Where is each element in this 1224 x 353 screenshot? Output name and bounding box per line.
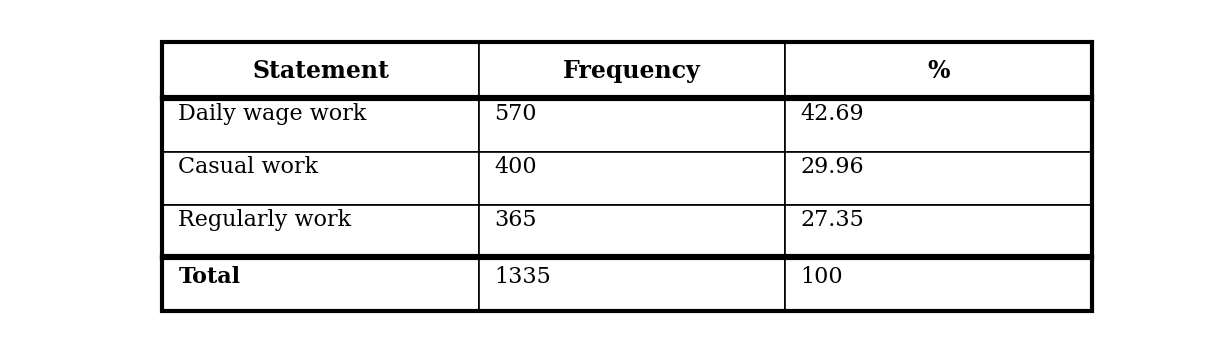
Text: 570: 570 xyxy=(494,103,536,125)
Bar xyxy=(163,42,479,100)
Bar xyxy=(163,152,479,205)
Text: 29.96: 29.96 xyxy=(800,156,864,178)
Bar xyxy=(479,100,786,152)
Text: %: % xyxy=(928,59,950,83)
Bar xyxy=(786,205,1092,258)
Bar xyxy=(786,100,1092,152)
Bar xyxy=(479,42,786,100)
Text: 365: 365 xyxy=(494,209,536,231)
Bar xyxy=(479,152,786,205)
Text: Total: Total xyxy=(179,266,240,288)
Text: 42.69: 42.69 xyxy=(800,103,864,125)
Text: 27.35: 27.35 xyxy=(800,209,864,231)
Bar xyxy=(786,152,1092,205)
Text: 400: 400 xyxy=(494,156,536,178)
Text: Frequency: Frequency xyxy=(563,59,701,83)
Bar xyxy=(786,258,1092,311)
Text: Casual work: Casual work xyxy=(179,156,318,178)
Text: Regularly work: Regularly work xyxy=(179,209,351,231)
Bar xyxy=(163,100,479,152)
Text: Statement: Statement xyxy=(252,59,389,83)
Text: 1335: 1335 xyxy=(494,266,551,288)
Bar xyxy=(786,42,1092,100)
Bar xyxy=(479,258,786,311)
Bar xyxy=(163,205,479,258)
Bar xyxy=(163,258,479,311)
Bar xyxy=(479,205,786,258)
Text: 100: 100 xyxy=(800,266,843,288)
Text: Daily wage work: Daily wage work xyxy=(179,103,367,125)
